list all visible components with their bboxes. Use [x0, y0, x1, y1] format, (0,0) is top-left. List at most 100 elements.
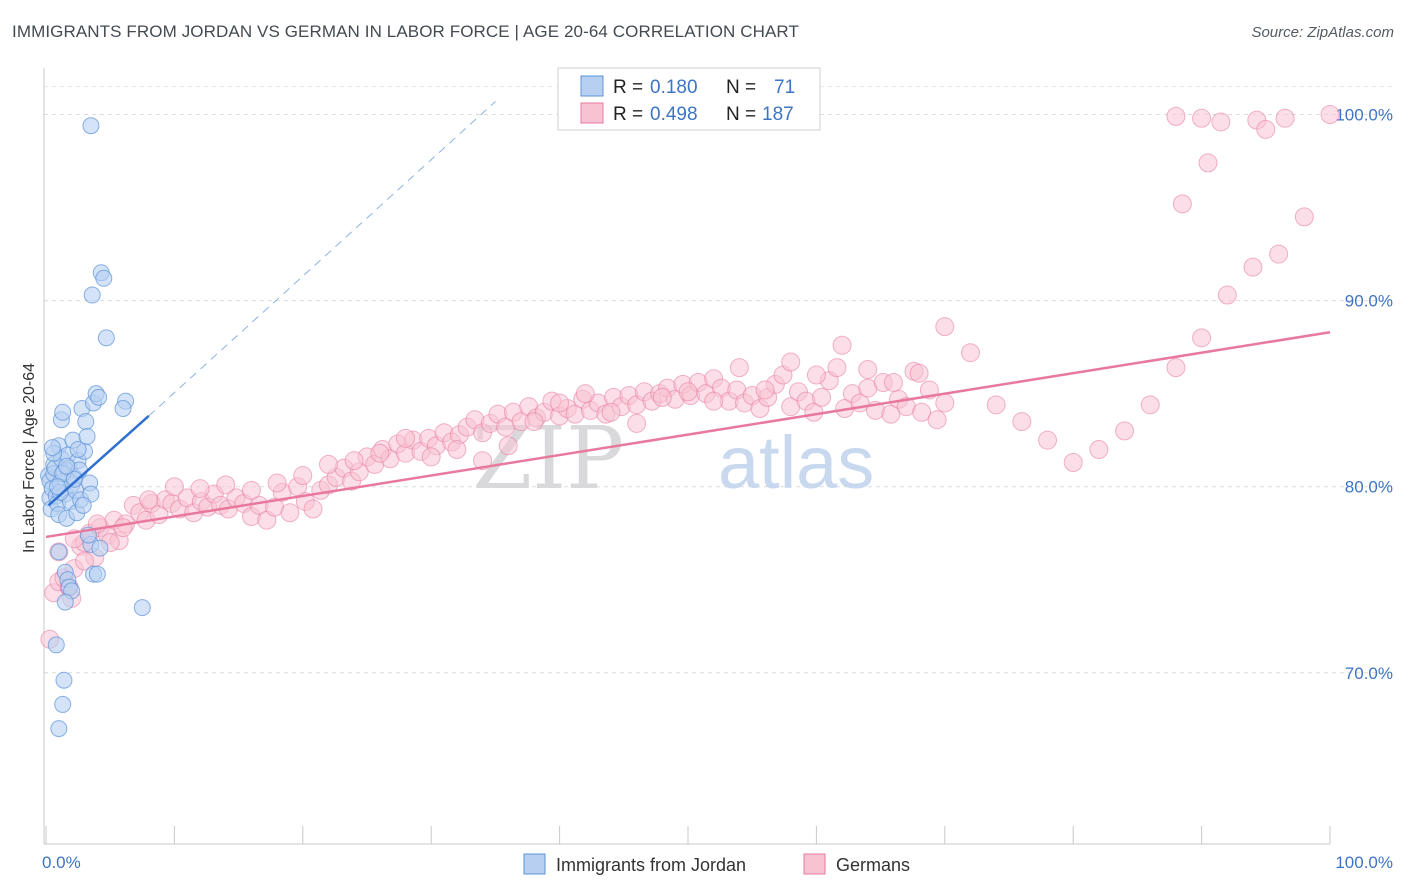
germans-point [858, 359, 878, 379]
germans-point [75, 551, 95, 571]
germans-point [806, 365, 826, 385]
germans-point [935, 393, 955, 413]
germans-point [473, 451, 493, 471]
germans-point [1217, 285, 1237, 305]
y-tick-label-70: 70.0% [1345, 664, 1393, 683]
germans-point [241, 480, 261, 500]
bottom-legend-germans: Germans [836, 855, 910, 875]
y-tick-label-80: 80.0% [1345, 478, 1393, 497]
germans-point [960, 343, 980, 363]
germans-point [1320, 105, 1340, 125]
jordan-point [69, 440, 87, 458]
germans-point [1172, 194, 1192, 214]
germans-point [421, 447, 441, 467]
jordan-point [95, 269, 113, 287]
jordan-point [54, 403, 72, 421]
jordan-point [54, 695, 72, 713]
germans-point [1089, 439, 1109, 459]
germans-point [881, 404, 901, 424]
germans-point [498, 436, 518, 456]
germans-trend [45, 331, 1331, 539]
germans-point [1012, 412, 1032, 432]
jordan-point [49, 478, 67, 496]
legend-n-value-germans: 187 [762, 104, 794, 125]
germans-point [883, 372, 903, 392]
germans-point [1211, 112, 1231, 132]
jordan-point [82, 117, 100, 135]
germans-point [832, 335, 852, 355]
germans-point [1275, 108, 1295, 128]
bottom-legend-jordan: Immigrants from Jordan [556, 855, 746, 875]
germans-point [729, 358, 749, 378]
y-tick-label-90: 90.0% [1345, 292, 1393, 311]
jordan-point [83, 286, 101, 304]
germans-point [396, 428, 416, 448]
source-label: Source: ZipAtlas.com [1251, 24, 1394, 41]
germans-point [550, 393, 570, 413]
germans-point [1192, 108, 1212, 128]
germans-point [113, 518, 133, 538]
germans-point [190, 479, 210, 499]
germans-point [1243, 257, 1263, 277]
germans-point [524, 412, 544, 432]
legend-r-label-germans: R = [613, 104, 643, 125]
germans-point [601, 402, 621, 422]
germans-point [755, 380, 775, 400]
legend-n-label-jordan: N = [726, 77, 756, 98]
jordan-trend-dashed [148, 101, 496, 417]
germans-point [370, 443, 390, 463]
series-jordan [40, 117, 151, 738]
y-axis-title: In Labor Force | Age 20-64 [21, 363, 38, 553]
jordan-point [91, 539, 109, 557]
x-tick-label-min: 0.0% [42, 853, 81, 872]
germans-point [652, 387, 672, 407]
germans-point [1140, 395, 1160, 415]
germans-point [164, 477, 184, 497]
jordan-point [43, 439, 61, 457]
jordan-point [88, 565, 106, 583]
series-germans [40, 105, 1340, 649]
germans-point [293, 466, 313, 486]
jordan-trend [47, 415, 150, 507]
germans-point [678, 382, 698, 402]
germans-point [1166, 106, 1186, 126]
germans-point [927, 410, 947, 430]
jordan-point [50, 720, 68, 738]
germans-point [1038, 430, 1058, 450]
jordan-point [65, 470, 83, 488]
germans-point [1198, 153, 1218, 173]
germans-point [704, 391, 724, 411]
germans-point [1063, 453, 1083, 473]
legend-r-value-germans: 0.498 [650, 104, 698, 125]
jordan-point [97, 329, 115, 347]
germans-point [1269, 244, 1289, 264]
legend-box: R = 0.180 N = 71 R = 0.498 N = 187 [557, 67, 821, 131]
jordan-point [77, 413, 95, 431]
germans-point [1192, 328, 1212, 348]
jordan-point [90, 388, 108, 406]
watermark-atlas: atlas [718, 421, 874, 504]
germans-point [303, 499, 323, 519]
legend-r-label-jordan: R = [613, 77, 643, 98]
legend-n-label-germans: N = [726, 104, 756, 125]
trend-lines [45, 101, 1331, 539]
germans-point [912, 402, 932, 422]
jordan-point [56, 593, 74, 611]
germans-point [1166, 358, 1186, 378]
jordan-point [58, 457, 76, 475]
germans-point [827, 358, 847, 378]
legend-r-value-jordan: 0.180 [650, 77, 698, 98]
jordan-point [47, 636, 65, 654]
bottom-legend-swatch-jordan [523, 853, 546, 875]
bottom-legend: Immigrants from Jordan Germans [523, 853, 910, 875]
germans-point [1294, 207, 1314, 227]
germans-point [986, 395, 1006, 415]
legend-n-value-jordan: 71 [774, 77, 795, 98]
germans-point [216, 475, 236, 495]
jordan-point [133, 599, 151, 617]
y-tick-label-100: 100.0% [1335, 106, 1393, 125]
x-tick-label-max: 100.0% [1335, 853, 1393, 872]
jordan-point [78, 427, 96, 445]
germans-point [909, 363, 929, 383]
